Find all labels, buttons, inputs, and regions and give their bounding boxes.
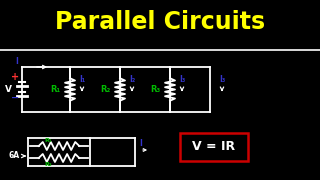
Text: I₃: I₃	[219, 75, 225, 84]
Text: I₁: I₁	[79, 75, 85, 84]
Text: R₁: R₁	[50, 85, 60, 94]
Text: I: I	[16, 57, 19, 66]
Text: −: −	[11, 93, 19, 102]
Text: I₂: I₂	[129, 75, 135, 84]
Text: 6A: 6A	[8, 152, 20, 161]
Text: I: I	[140, 140, 142, 148]
Text: R₁: R₁	[44, 138, 52, 143]
Text: Parallel Circuits: Parallel Circuits	[55, 10, 265, 34]
Text: +: +	[11, 73, 19, 82]
Text: R₂: R₂	[100, 85, 110, 94]
Text: V: V	[4, 85, 12, 94]
Text: V = IR: V = IR	[192, 141, 236, 154]
Text: R₃: R₃	[150, 85, 160, 94]
Text: I₃: I₃	[179, 75, 185, 84]
Bar	[180, 133, 248, 161]
Text: R₂: R₂	[44, 161, 52, 166]
